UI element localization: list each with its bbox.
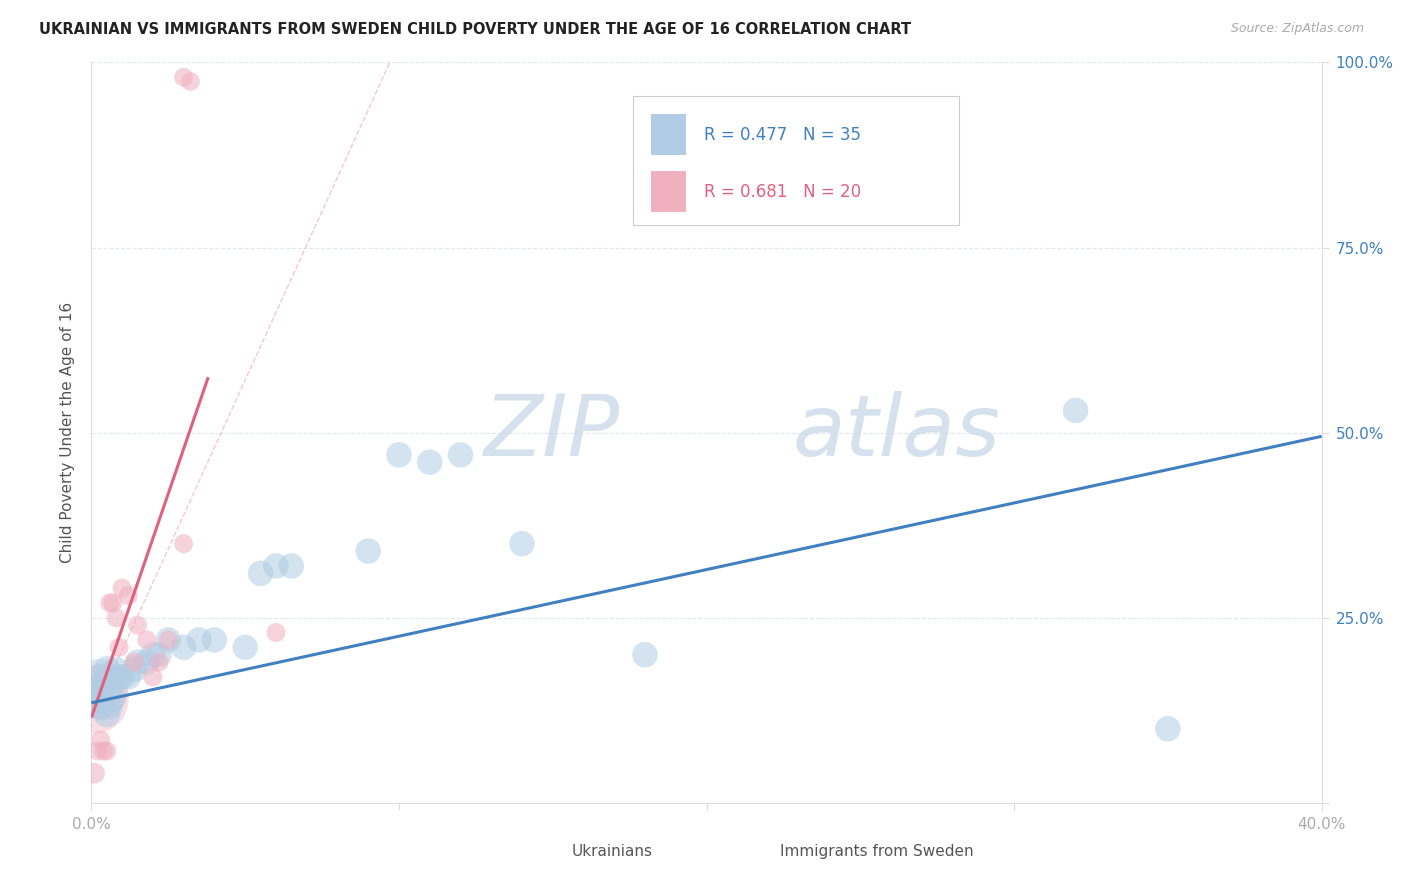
Point	[90, 699, 112, 714]
Point	[449, 448, 471, 462]
Point	[173, 70, 195, 85]
Point	[98, 699, 121, 714]
Point	[108, 670, 131, 684]
Y-axis label: Child Poverty Under the Age of 16: Child Poverty Under the Age of 16	[60, 302, 76, 563]
Point	[264, 625, 287, 640]
Point	[157, 632, 180, 647]
Text: Ukrainians: Ukrainians	[571, 844, 652, 859]
Point	[1157, 722, 1180, 736]
Text: Immigrants from Sweden: Immigrants from Sweden	[780, 844, 974, 859]
Point	[101, 692, 124, 706]
Point	[264, 558, 287, 573]
FancyBboxPatch shape	[633, 95, 959, 226]
Point	[96, 663, 118, 677]
Point	[83, 692, 105, 706]
Point	[135, 632, 157, 647]
Point	[111, 670, 134, 684]
Point	[127, 655, 149, 669]
Point	[357, 544, 380, 558]
Point	[83, 692, 105, 706]
Text: UKRAINIAN VS IMMIGRANTS FROM SWEDEN CHILD POVERTY UNDER THE AGE OF 16 CORRELATIO: UKRAINIAN VS IMMIGRANTS FROM SWEDEN CHIL…	[39, 22, 911, 37]
Point	[157, 632, 180, 647]
Point	[96, 744, 118, 758]
Point	[86, 744, 108, 758]
Point	[105, 663, 127, 677]
Point	[90, 732, 112, 747]
Point	[93, 677, 115, 691]
Point	[233, 640, 256, 655]
Point	[148, 648, 170, 662]
Point	[179, 74, 201, 88]
Point	[98, 596, 121, 610]
Point	[86, 681, 108, 695]
Point	[419, 455, 441, 469]
Point	[388, 448, 411, 462]
Point	[90, 670, 112, 684]
FancyBboxPatch shape	[651, 171, 686, 212]
Point	[86, 685, 108, 699]
Point	[127, 618, 149, 632]
Point	[96, 706, 118, 721]
Point	[117, 670, 139, 684]
Point	[1064, 403, 1087, 417]
Point	[634, 648, 657, 662]
Point	[173, 640, 195, 655]
Point	[510, 537, 533, 551]
FancyBboxPatch shape	[534, 838, 561, 866]
Point	[280, 558, 302, 573]
Point	[101, 677, 124, 691]
Text: Source: ZipAtlas.com: Source: ZipAtlas.com	[1230, 22, 1364, 36]
Point	[124, 655, 146, 669]
Point	[105, 611, 127, 625]
Point	[101, 596, 124, 610]
Point	[142, 670, 165, 684]
Point	[173, 537, 195, 551]
Text: ZIP: ZIP	[484, 391, 620, 475]
Point	[148, 655, 170, 669]
Point	[249, 566, 271, 581]
Point	[202, 632, 225, 647]
Point	[111, 581, 134, 595]
Point	[117, 589, 139, 603]
Point	[83, 766, 105, 780]
Point	[142, 648, 165, 662]
Point	[108, 640, 131, 655]
FancyBboxPatch shape	[744, 838, 770, 866]
Point	[188, 632, 211, 647]
Point	[135, 655, 157, 669]
Point	[124, 663, 146, 677]
Point	[93, 744, 115, 758]
FancyBboxPatch shape	[651, 114, 686, 155]
Text: R = 0.477   N = 35: R = 0.477 N = 35	[704, 126, 860, 144]
Text: R = 0.681   N = 20: R = 0.681 N = 20	[704, 183, 862, 201]
Text: atlas: atlas	[793, 391, 1001, 475]
